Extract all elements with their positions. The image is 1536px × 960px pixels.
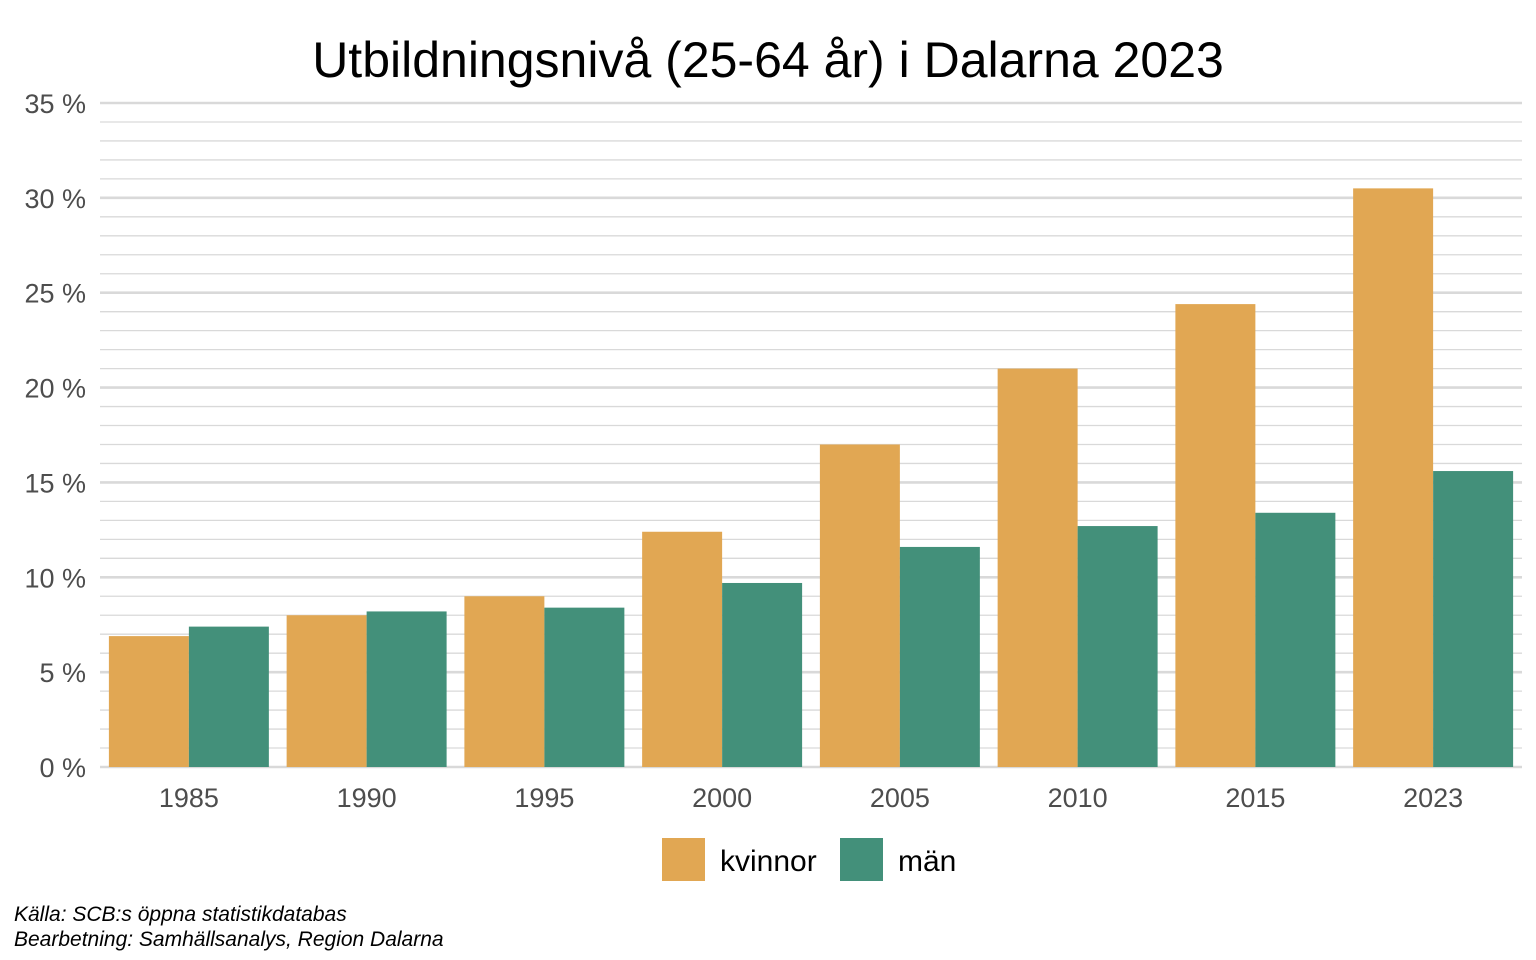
bars: [108, 188, 1514, 767]
y-tick-label: 15 %: [24, 468, 86, 498]
legend-label-kvinnor: kvinnor: [720, 845, 817, 878]
bar-kvinnor-2005: [819, 444, 900, 767]
processing-caption: Bearbetning: Samhällsanalys, Region Dala…: [14, 928, 444, 951]
bar-man-2005: [899, 546, 980, 767]
bar-kvinnor-2000: [642, 531, 723, 767]
x-axis-ticks: 1985 1990 1995 2000 2005 2010 2015 2023: [159, 783, 1463, 813]
legend: kvinnor män: [662, 838, 956, 881]
x-tick-label: 2023: [1403, 783, 1463, 813]
y-tick-label: 35 %: [24, 89, 86, 119]
x-tick-label: 2015: [1225, 783, 1285, 813]
source-caption: Källa: SCB:s öppna statistikdatabas: [14, 903, 347, 926]
legend-swatch-kvinnor: [662, 838, 705, 881]
y-tick-label: 20 %: [24, 374, 86, 404]
bar-kvinnor-1995: [464, 596, 545, 767]
bar-man-1985: [188, 626, 269, 767]
bar-man-1990: [366, 611, 447, 767]
chart-title: Utbildningsnivå (25-64 år) i Dalarna 202…: [312, 32, 1224, 88]
bar-man-2000: [722, 582, 803, 767]
x-tick-label: 2005: [870, 783, 930, 813]
legend-swatch-man: [840, 838, 883, 881]
bar-man-2023: [1433, 471, 1514, 767]
y-tick-label: 5 %: [39, 658, 86, 688]
x-tick-label: 2000: [692, 783, 752, 813]
bar-man-2010: [1077, 526, 1158, 767]
bar-kvinnor-2010: [997, 368, 1078, 767]
y-tick-label: 30 %: [24, 184, 86, 214]
bar-kvinnor-2015: [1175, 304, 1256, 767]
x-tick-label: 1990: [337, 783, 397, 813]
bar-man-2015: [1255, 512, 1336, 767]
bar-kvinnor-1985: [108, 636, 189, 767]
y-axis-ticks: 0 % 5 % 10 % 15 % 20 % 25 % 30 % 35 %: [24, 89, 86, 783]
y-tick-label: 0 %: [39, 753, 86, 783]
x-tick-label: 1995: [514, 783, 574, 813]
y-tick-label: 25 %: [24, 279, 86, 309]
y-tick-label: 10 %: [24, 563, 86, 593]
x-tick-label: 2010: [1048, 783, 1108, 813]
bar-kvinnor-2023: [1353, 188, 1434, 767]
bar-kvinnor-1990: [286, 615, 367, 767]
bar-man-1995: [544, 607, 625, 767]
legend-label-man: män: [898, 845, 956, 878]
x-tick-label: 1985: [159, 783, 219, 813]
